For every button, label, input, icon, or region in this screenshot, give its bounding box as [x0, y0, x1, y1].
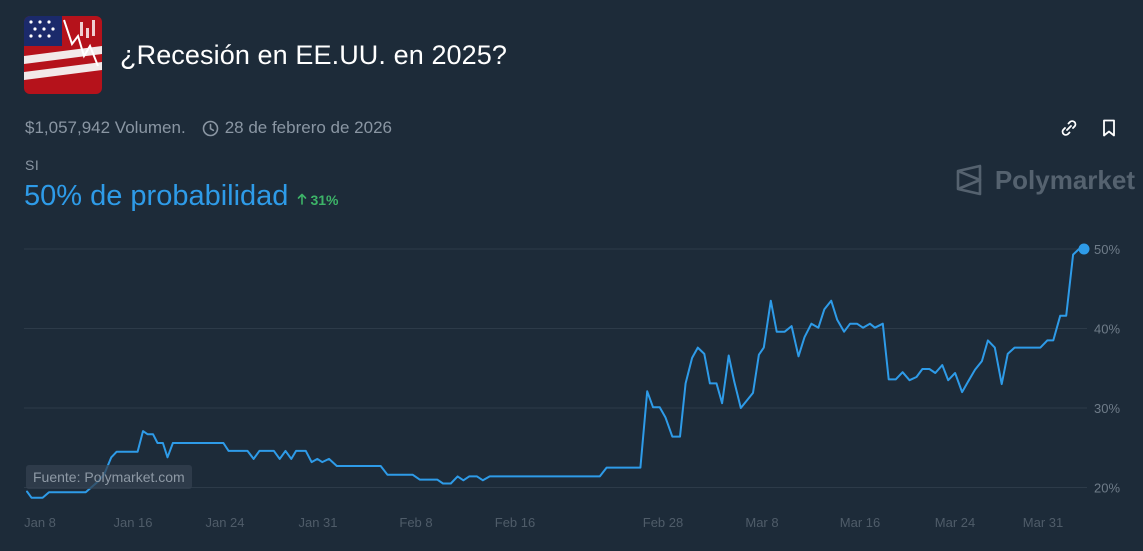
page-title: ¿Recesión en EE.UU. en 2025? [120, 39, 508, 70]
x-tick-label: Feb 28 [643, 515, 683, 530]
x-tick-label: Mar 24 [935, 515, 975, 530]
market-meta: $1,057,942 Volumen. 28 de febrero de 202… [25, 118, 392, 138]
end-date: 28 de febrero de 2026 [224, 118, 392, 137]
x-tick-label: Jan 8 [24, 515, 56, 530]
source-label: Fuente: Polymarket.com [26, 465, 192, 489]
us-flag-chart-thumbnail [24, 16, 102, 94]
volume-label: $1,057,942 Volumen. [25, 118, 186, 137]
probability-value: 50% de probabilidad [24, 180, 289, 212]
last-point-marker [1078, 243, 1090, 255]
brand-watermark: Polymarket [955, 164, 1135, 196]
x-tick-label: Jan 24 [205, 515, 244, 530]
outcome-label: SI [25, 157, 40, 173]
market-actions [1059, 118, 1119, 138]
x-tick-label: Feb 8 [399, 515, 432, 530]
brand-name: Polymarket [994, 164, 1135, 195]
x-tick-label: Jan 16 [113, 515, 152, 530]
x-tick-label: Mar 8 [745, 515, 778, 530]
arrow-up-icon [297, 192, 307, 208]
link-icon[interactable] [1059, 118, 1079, 138]
change-value: 31% [310, 192, 339, 208]
x-tick-label: Feb 16 [495, 515, 535, 530]
x-tick-label: Mar 16 [840, 515, 880, 530]
change-badge: 31% [297, 192, 338, 208]
y-tick-label: 20% [1094, 481, 1120, 496]
bookmark-icon[interactable] [1099, 118, 1119, 138]
y-tick-label: 50% [1094, 242, 1120, 257]
x-tick-label: Jan 31 [298, 515, 337, 530]
market-header: ¿Recesión en EE.UU. en 2025? [24, 16, 507, 94]
x-tick-label: Mar 31 [1023, 515, 1063, 530]
series-line [26, 248, 1085, 499]
clock-icon [202, 120, 219, 137]
polymarket-logo [955, 164, 983, 196]
y-tick-label: 30% [1094, 401, 1120, 416]
probability-row: 50% de probabilidad 31% [24, 180, 338, 213]
y-tick-label: 40% [1094, 322, 1120, 337]
